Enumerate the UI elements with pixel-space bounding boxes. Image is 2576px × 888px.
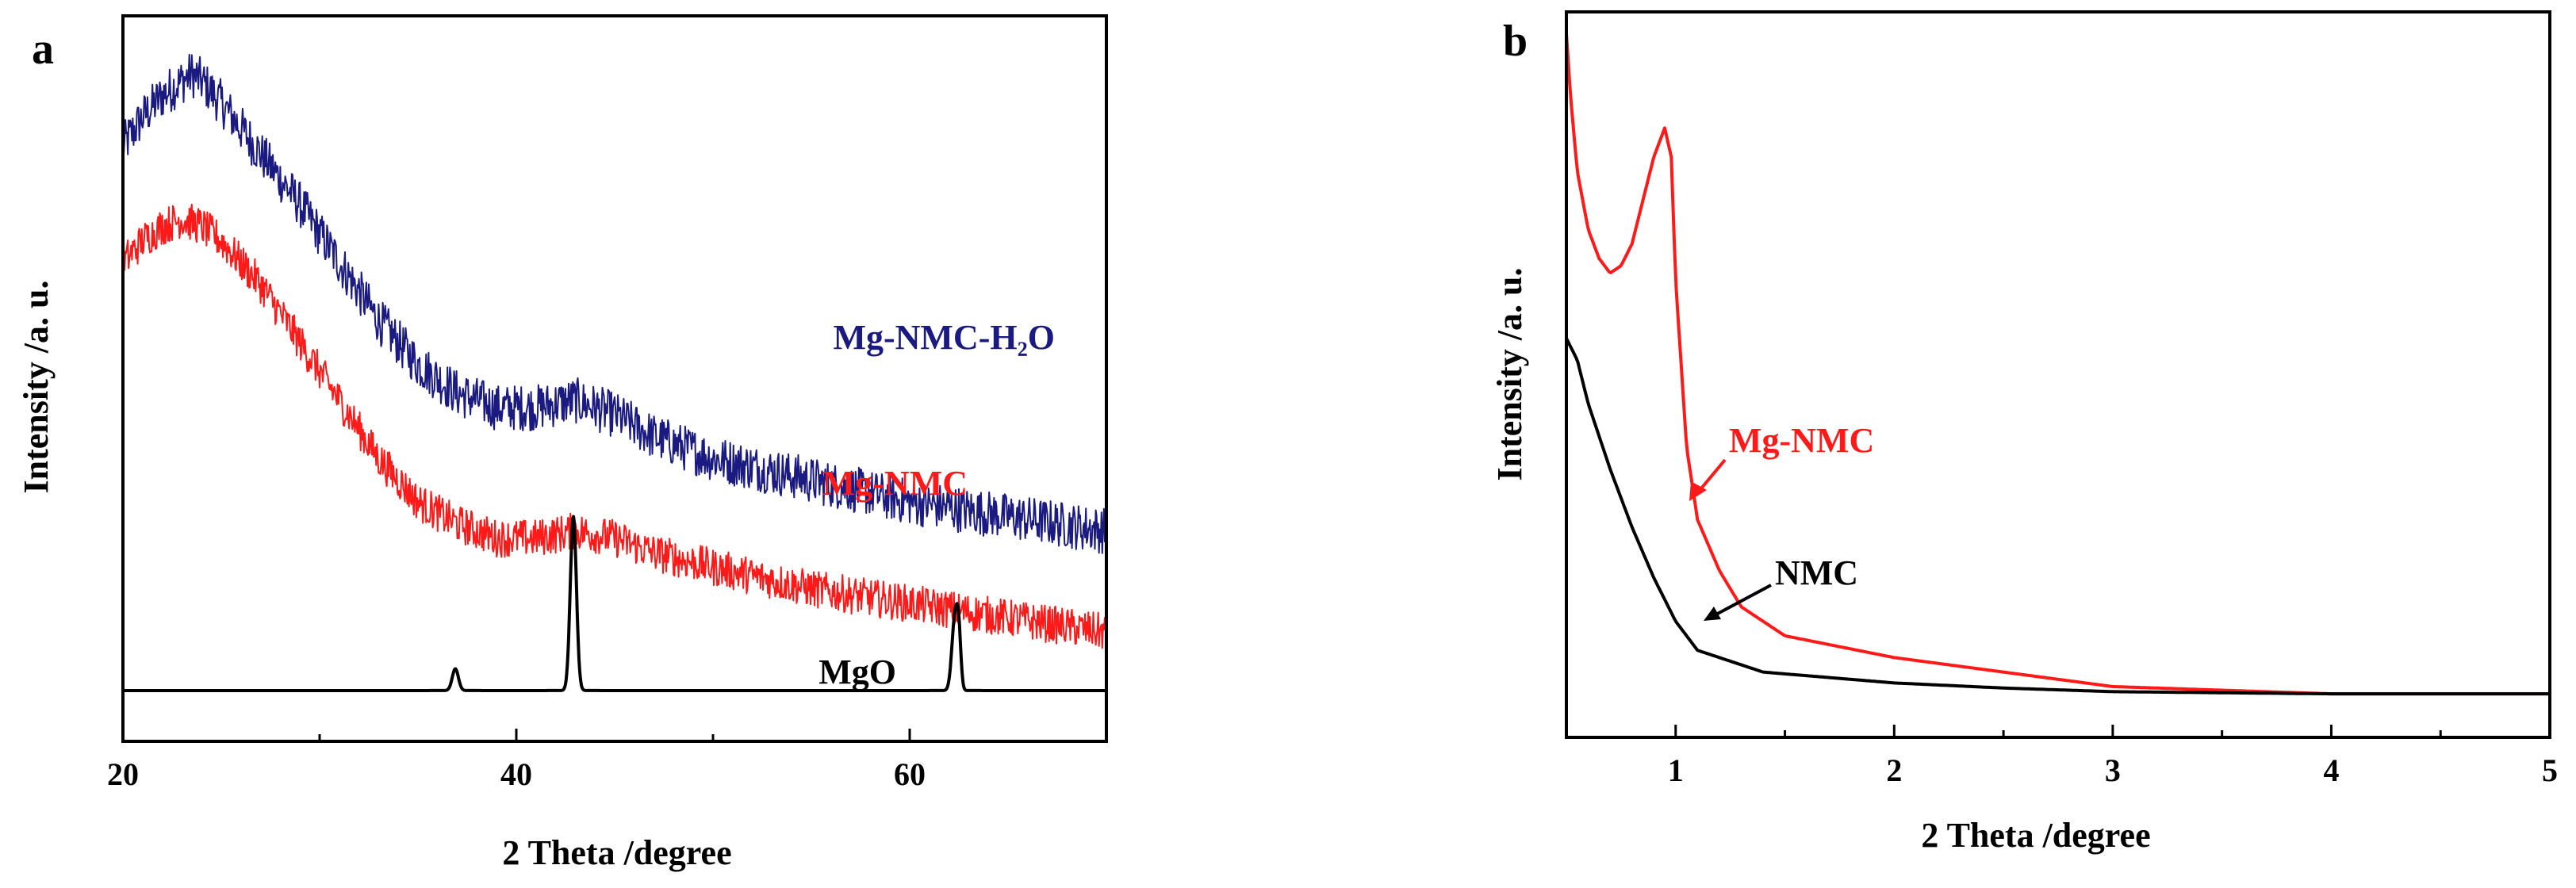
label-mgo: MgO xyxy=(818,653,896,691)
panel-a-xlabel: 2 Theta /degree xyxy=(502,833,731,872)
series-line-mg-nmc xyxy=(1565,33,2550,696)
x-tick-label: 5 xyxy=(2542,752,2558,788)
panel-b: b Intensity /a. u. 2 Theta /degree 1 2 3 4 5… xyxy=(1490,10,2558,855)
panel-a-ticks: 20 40 60 xyxy=(107,729,1108,792)
panel-a: a Intensity /a. u. 2 Theta /degree 20 40 6… xyxy=(17,14,1108,872)
series-line-mg-nmc xyxy=(122,203,1107,649)
panel-b-axes-frame xyxy=(1565,10,2551,739)
panel-b-series xyxy=(1565,33,2550,696)
series-line-mgo xyxy=(121,515,1108,692)
arrow-nmc-head xyxy=(1704,607,1721,621)
label-mg-nmc-a: Mg-NMC xyxy=(822,464,968,503)
panel-a-ylabel: Intensity /a. u. xyxy=(17,281,56,494)
panel-b-xlabel: 2 Theta /degree xyxy=(1921,816,2150,855)
arrow-mg-nmc-head xyxy=(1689,481,1707,501)
x-tick-label: 1 xyxy=(1668,752,1684,788)
arrow-nmc-line xyxy=(1712,584,1772,618)
panel-a-axes-frame xyxy=(121,14,1108,743)
series-line-mg-nmc-h2o xyxy=(122,53,1107,554)
x-tick-label: 20 xyxy=(107,756,139,792)
label-mg-nmc-b: Mg-NMC xyxy=(1729,421,1874,460)
panel-b-ticks: 1 2 3 4 5 xyxy=(1668,725,2558,788)
label-mg-nmc-h2o: Mg-NMC-H₂O xyxy=(833,318,1055,357)
x-tick-label: 4 xyxy=(2323,752,2339,788)
panel-b-ylabel: Intensity /a. u. xyxy=(1490,268,1529,481)
x-tick-label: 3 xyxy=(2105,752,2121,788)
label-nmc: NMC xyxy=(1775,553,1858,592)
panel-a-letter: a xyxy=(32,25,54,74)
panel-b-letter: b xyxy=(1503,17,1528,66)
x-tick-label: 60 xyxy=(894,756,926,792)
x-tick-label: 2 xyxy=(1886,752,1902,788)
panel-a-series xyxy=(121,53,1108,692)
x-tick-label: 40 xyxy=(500,756,532,792)
series-line-nmc xyxy=(1565,337,2550,696)
